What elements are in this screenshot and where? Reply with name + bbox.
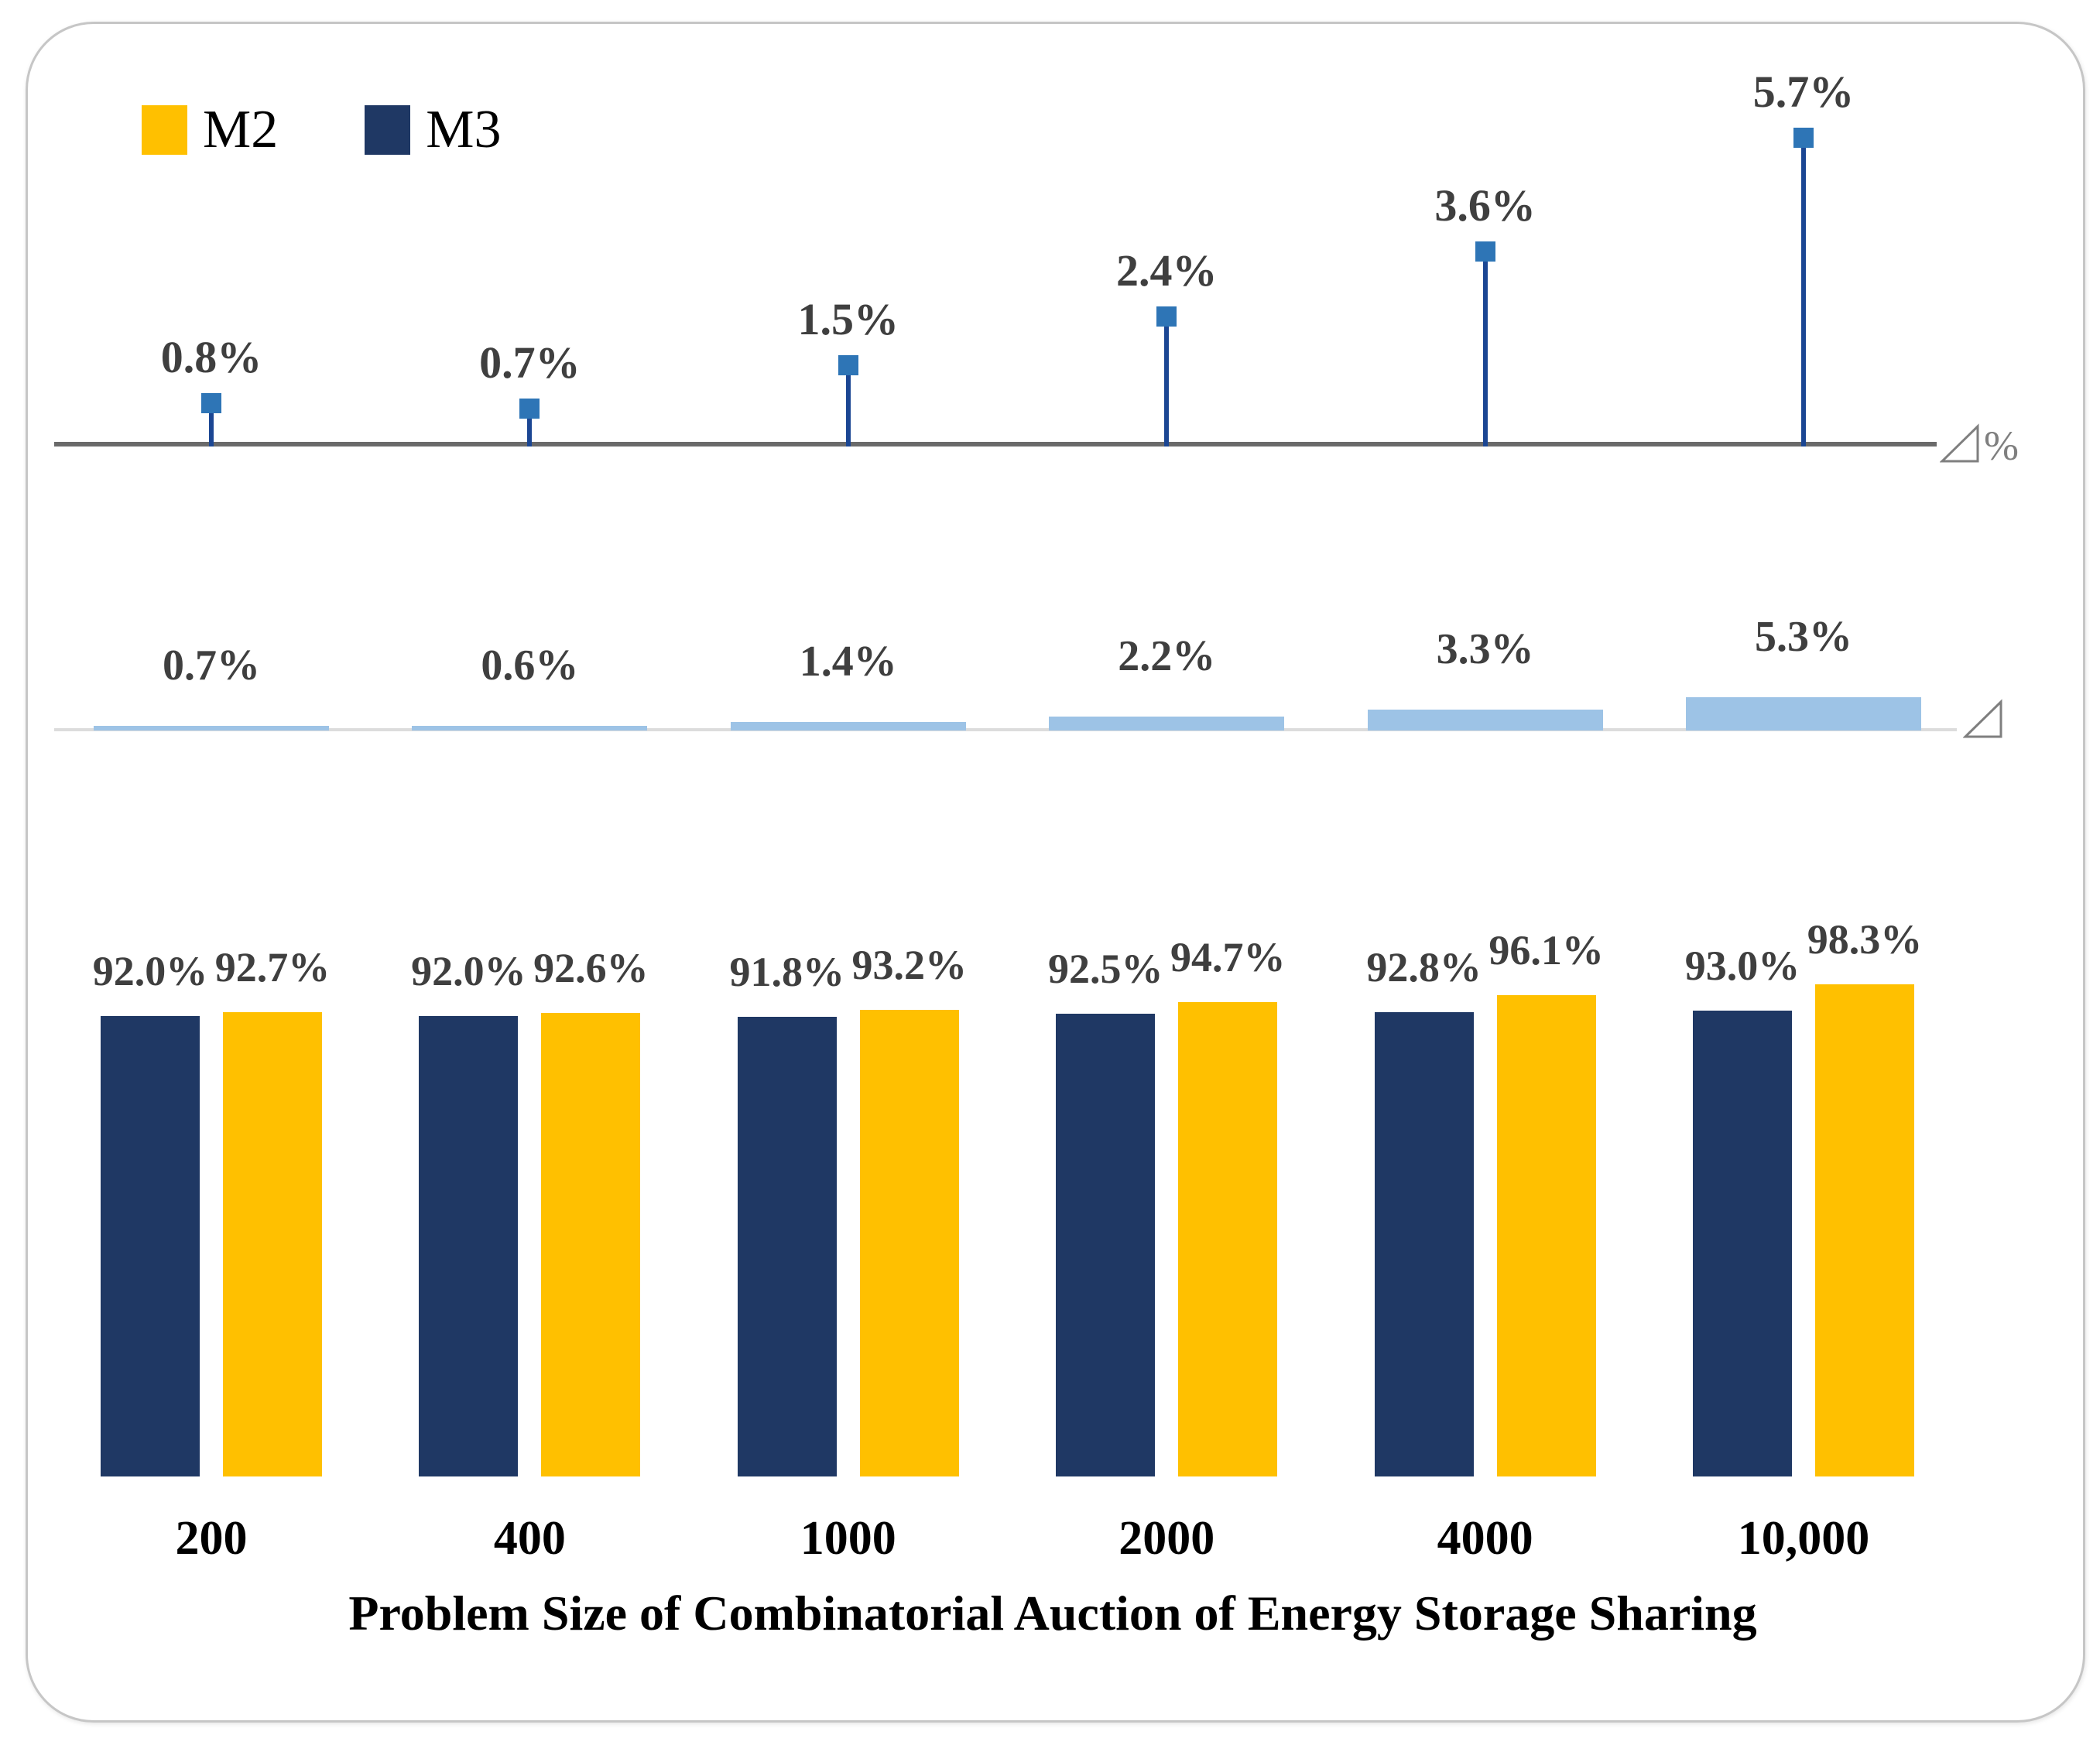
delta-value-label: 1.4%: [799, 637, 897, 686]
stem-value-label: 1.5%: [797, 294, 899, 344]
grouped-bar-label-m3: 92.5%: [1047, 945, 1163, 992]
legend: M2 M3: [142, 99, 502, 161]
delta-value-label: 3.3%: [1436, 625, 1534, 674]
stem-line: [845, 365, 851, 447]
delta-bar: [412, 726, 648, 731]
delta-triangle-icon: [1962, 699, 2002, 738]
grouped-bar-m2: [859, 1009, 959, 1476]
delta-axis-triangle-symbol: [1962, 698, 2064, 740]
x-category-label: 10,000: [1737, 1512, 1870, 1565]
grouped-bar-m2: [541, 1012, 641, 1476]
legend-label-m2: M2: [203, 100, 279, 159]
legend-swatch-m2: [142, 105, 187, 155]
grouped-bar-label-m2: 98.3%: [1807, 915, 1923, 963]
stem-line: [209, 403, 214, 447]
delta-axis-line: [54, 728, 1957, 731]
stem-line: [1164, 316, 1170, 447]
grouped-bar-label-m3: 92.0%: [411, 947, 526, 994]
stem-line: [1801, 138, 1806, 447]
grouped-bar-label-m2: 92.6%: [533, 944, 649, 991]
delta-value-label: 5.3%: [1755, 613, 1852, 662]
delta-bar: [1049, 717, 1285, 731]
x-category-label: 400: [493, 1512, 566, 1565]
grouped-bar-m3: [1056, 1013, 1156, 1476]
stem-value-label: 0.7%: [479, 337, 581, 388]
legend-swatch-m3: [365, 105, 411, 155]
delta-triangle-icon: %: [1939, 423, 2019, 469]
legend-label-m3: M3: [426, 100, 502, 159]
delta-value-label: 0.6%: [481, 642, 579, 689]
stem-value-label: 3.6%: [1434, 180, 1536, 231]
x-category-label: 200: [175, 1512, 248, 1565]
grouped-bar-label-m3: 92.8%: [1366, 943, 1482, 991]
stem-value-label: 0.8%: [160, 332, 262, 382]
stem-marker: [838, 355, 858, 375]
delta-value-label: 0.7%: [163, 642, 260, 689]
grouped-bar-label-m2: 92.7%: [214, 944, 331, 991]
stem-marker: [519, 399, 540, 419]
stem-marker: [201, 393, 221, 413]
grouped-bar-m2: [1178, 1002, 1278, 1476]
grouped-bar-m2: [1496, 995, 1596, 1476]
grouped-bar-label-m2: 96.1%: [1488, 927, 1604, 974]
x-axis-title: Problem Size of Combinatorial Auction of…: [348, 1586, 1757, 1641]
grouped-bar-label-m2: 94.7%: [1170, 934, 1286, 981]
stem-marker: [1156, 306, 1177, 327]
x-category-label: 1000: [800, 1512, 896, 1565]
delta-bar: [1686, 697, 1921, 731]
grouped-bar-label-m3: 92.0%: [92, 947, 208, 994]
grouped-bar-m3: [419, 1015, 519, 1476]
stem-axis-delta-percent-symbol: %: [1939, 423, 2040, 469]
delta-bar: [730, 721, 966, 731]
grouped-bar-m3: [1693, 1011, 1792, 1476]
delta-bar: [1367, 710, 1603, 731]
delta-bar: [94, 726, 329, 731]
grouped-bar-label-m3: 93.0%: [1684, 943, 1800, 990]
stem-value-label: 5.7%: [1752, 67, 1855, 117]
stem-line: [1482, 251, 1488, 447]
stem-value-label: 2.4%: [1115, 245, 1218, 296]
stem-marker: [1793, 128, 1814, 148]
grouped-bar-m2: [223, 1012, 322, 1476]
stem-axis-line: [54, 442, 1937, 447]
grouped-bar-label-m3: 91.8%: [729, 949, 845, 996]
x-category-label: 2000: [1119, 1512, 1215, 1565]
grouped-bar-m3: [101, 1015, 200, 1476]
stem-marker: [1475, 241, 1495, 262]
grouped-bar-label-m2: 93.2%: [851, 941, 968, 988]
x-category-label: 4000: [1437, 1512, 1533, 1565]
delta-value-label: 2.2%: [1118, 632, 1216, 681]
svg-text:%: %: [1984, 423, 2019, 464]
stem-line: [527, 409, 533, 447]
grouped-bar-m3: [1374, 1011, 1474, 1476]
grouped-bar-m3: [737, 1017, 837, 1476]
grouped-bar-m2: [1815, 984, 1914, 1476]
